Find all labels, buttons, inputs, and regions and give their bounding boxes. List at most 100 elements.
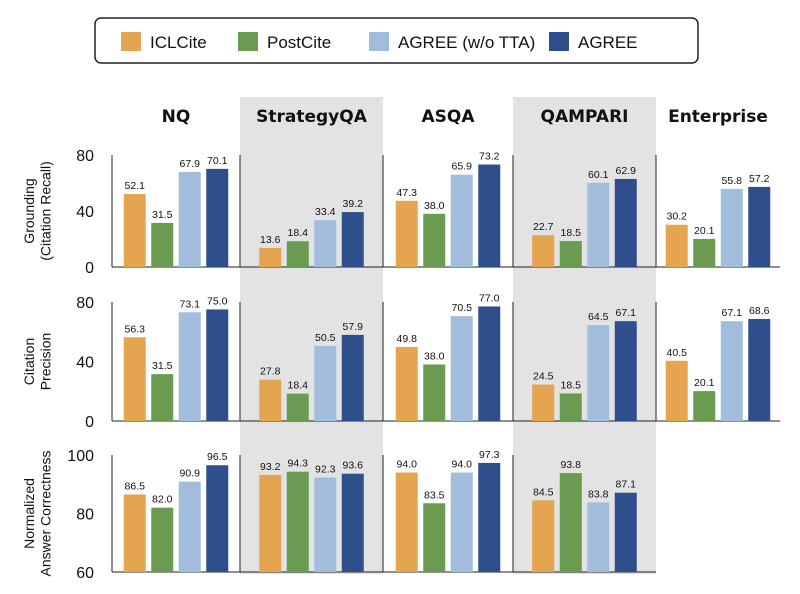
data-label: 18.5 xyxy=(561,227,582,239)
bar xyxy=(341,334,364,421)
data-label: 31.5 xyxy=(152,209,173,221)
data-label: 73.2 xyxy=(479,151,500,163)
data-label: 94.0 xyxy=(397,459,418,471)
column-title: Enterprise xyxy=(668,107,768,127)
data-label: 31.5 xyxy=(152,360,173,372)
data-label: 73.1 xyxy=(180,298,201,310)
legend-label: AGREE (w/o TTA) xyxy=(398,33,535,52)
bar xyxy=(123,494,146,572)
data-label: 47.3 xyxy=(397,187,418,199)
bar xyxy=(665,360,688,421)
data-label: 97.3 xyxy=(479,449,500,461)
bar xyxy=(314,345,337,421)
legend-label: ICLCite xyxy=(150,33,207,52)
data-label: 64.5 xyxy=(588,311,609,323)
data-label: 52.1 xyxy=(125,180,146,192)
bar xyxy=(314,477,337,572)
y-tick-label: 80 xyxy=(76,507,94,524)
bar xyxy=(450,472,473,572)
data-label: 83.5 xyxy=(424,489,445,501)
data-label: 30.2 xyxy=(667,211,688,223)
bar xyxy=(395,346,418,421)
data-label: 70.1 xyxy=(207,155,228,167)
data-label: 84.5 xyxy=(533,486,554,498)
bar xyxy=(587,325,610,421)
bar xyxy=(206,465,229,572)
row-label: Grounding(Citation Recall) xyxy=(21,161,54,261)
row-label-line: Precision xyxy=(38,333,54,391)
data-label: 92.3 xyxy=(315,464,336,476)
legend-swatch xyxy=(549,32,569,51)
data-label: 67.1 xyxy=(616,307,637,319)
y-tick-label: 80 xyxy=(76,295,94,312)
legend: ICLCite PostCite AGREE (w/o TTA) AGREE xyxy=(94,17,699,64)
data-label: 83.8 xyxy=(588,488,609,500)
data-label: 68.6 xyxy=(749,305,770,317)
data-label: 18.4 xyxy=(288,227,309,239)
bar xyxy=(423,213,446,267)
y-tick-label: 40 xyxy=(76,355,94,372)
row-label: CitationPrecision xyxy=(21,333,54,391)
data-label: 57.9 xyxy=(343,321,364,333)
row-label-line: Answer Correctness xyxy=(38,450,54,576)
bar xyxy=(123,337,146,421)
bar xyxy=(423,503,446,572)
legend-label: AGREE xyxy=(578,33,638,52)
y-tick-label: 60 xyxy=(76,565,94,582)
bar xyxy=(559,393,582,421)
data-label: 62.9 xyxy=(616,165,637,177)
data-label: 75.0 xyxy=(207,295,228,307)
y-tick-label: 100 xyxy=(67,448,94,465)
data-label: 65.9 xyxy=(452,161,473,173)
data-label: 67.9 xyxy=(180,158,201,170)
y-tick-label: 80 xyxy=(76,148,94,165)
legend-swatch xyxy=(369,32,389,51)
bar xyxy=(395,472,418,572)
data-label: 40.5 xyxy=(667,347,688,359)
bar xyxy=(614,321,637,421)
bar xyxy=(693,238,716,267)
data-label: 22.7 xyxy=(533,221,554,233)
bar xyxy=(450,174,473,267)
row-label-line: Citation xyxy=(21,338,37,385)
bar xyxy=(206,309,229,421)
legend-box xyxy=(94,17,699,64)
column-title: NQ xyxy=(162,107,191,127)
data-label: 57.2 xyxy=(749,173,770,185)
bar xyxy=(395,200,418,267)
data-label: 20.1 xyxy=(694,225,715,237)
bar xyxy=(314,220,337,267)
data-label: 87.1 xyxy=(616,479,637,491)
data-label: 93.8 xyxy=(561,459,582,471)
bar xyxy=(693,391,716,421)
bar xyxy=(748,318,771,421)
data-label: 18.4 xyxy=(288,380,309,392)
data-label: 50.5 xyxy=(315,332,336,344)
bar xyxy=(341,212,364,267)
data-label: 38.0 xyxy=(424,350,445,362)
bar xyxy=(559,473,582,572)
bar xyxy=(286,471,309,572)
data-label: 20.1 xyxy=(694,377,715,389)
bar xyxy=(720,321,743,421)
bar xyxy=(178,481,201,572)
data-label: 24.5 xyxy=(533,371,554,383)
data-label: 27.8 xyxy=(260,366,281,378)
column-title: ASQA xyxy=(421,107,475,127)
row-label-line: (Citation Recall) xyxy=(38,161,54,261)
bar xyxy=(259,379,282,421)
data-label: 82.0 xyxy=(152,494,173,506)
bar xyxy=(587,182,610,267)
legend-swatch xyxy=(121,32,141,51)
bar xyxy=(720,188,743,267)
data-label: 96.5 xyxy=(207,451,228,463)
data-label: 13.6 xyxy=(260,234,281,246)
legend-swatch xyxy=(238,32,258,51)
bar xyxy=(286,241,309,267)
row-label-line: Normalized xyxy=(21,478,37,549)
bar xyxy=(151,507,174,572)
data-label: 18.5 xyxy=(561,379,582,391)
bar xyxy=(614,178,637,267)
row-label: NormalizedAnswer Correctness xyxy=(21,450,54,576)
